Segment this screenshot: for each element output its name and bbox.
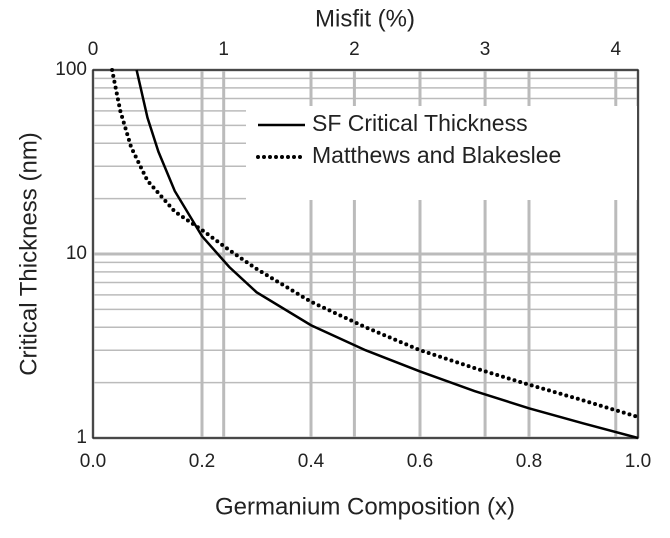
y-axis-label: Critical Thickness (nm) [15, 132, 42, 376]
legend-label: SF Critical Thickness [312, 110, 528, 136]
y-tick-label: 10 [66, 243, 87, 264]
y-tick-label: 100 [55, 59, 87, 80]
x2-tick-label: 1 [218, 39, 229, 60]
x-tick-label: 1.0 [625, 451, 651, 472]
x2-axis-label: Misfit (%) [315, 5, 415, 32]
x2-tick-label: 3 [480, 39, 491, 60]
legend-label: Matthews and Blakeslee [312, 142, 561, 168]
x-tick-label: 0.2 [189, 451, 215, 472]
legend-box [246, 106, 637, 200]
x-axis-label: Germanium Composition (x) [215, 493, 515, 520]
x-tick-label: 0.8 [516, 451, 542, 472]
x2-tick-label: 2 [349, 39, 360, 60]
x-tick-label: 0.4 [298, 451, 325, 472]
x2-tick-label: 4 [610, 39, 621, 60]
y-tick-label: 1 [76, 427, 87, 448]
series-line [135, 69, 639, 440]
x-tick-label: 0.0 [80, 451, 106, 472]
x-tick-label: 0.6 [407, 451, 433, 472]
series-line [110, 68, 640, 420]
plot-frame [92, 69, 639, 439]
x2-tick-label: 0 [88, 39, 99, 60]
